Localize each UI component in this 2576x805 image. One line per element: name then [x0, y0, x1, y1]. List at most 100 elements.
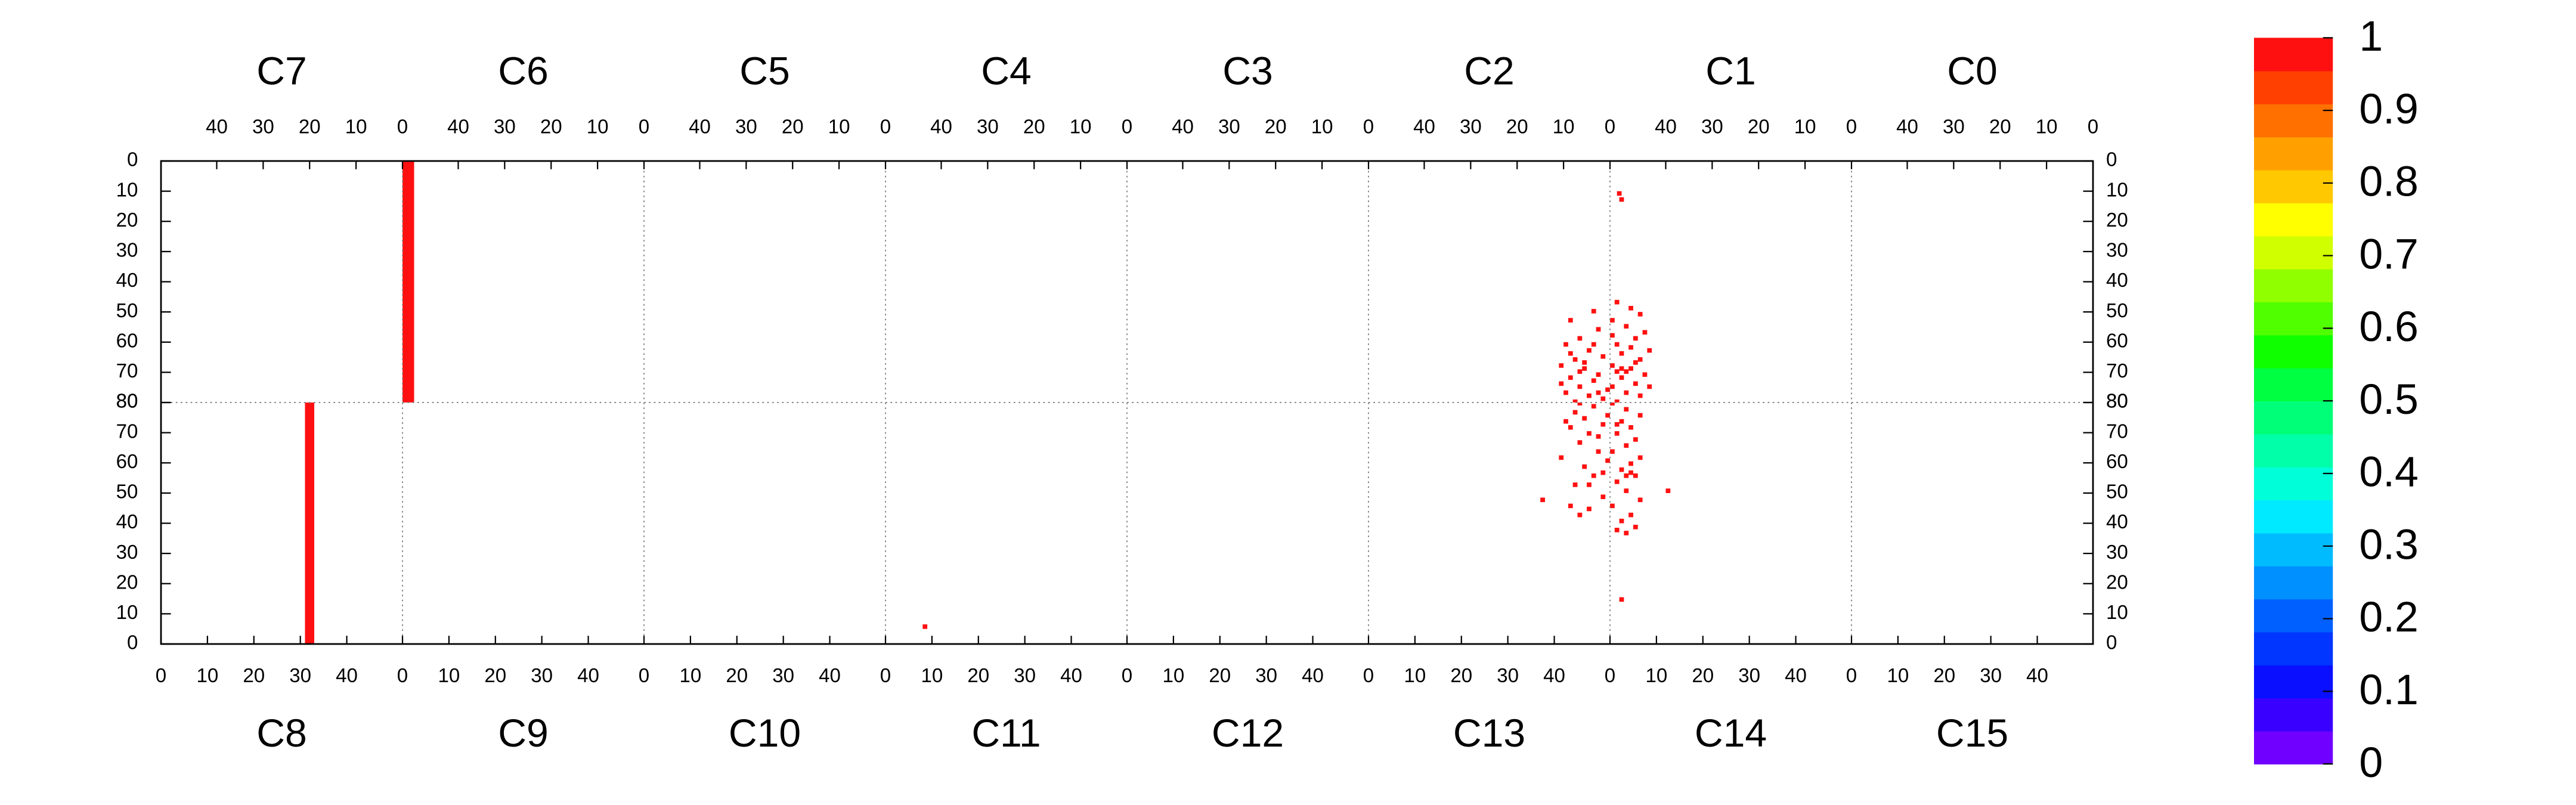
y-tick-label: 50: [116, 300, 138, 322]
x-tick-label: 0: [1363, 116, 1374, 138]
chamber-label: C2: [1464, 49, 1515, 93]
colorbar-band: [2254, 566, 2333, 600]
y-tick-label: 0: [127, 632, 138, 654]
heatmap-cell: [1628, 306, 1633, 311]
y-tick-label: 10: [2106, 179, 2128, 201]
x-tick-label: 0: [1605, 116, 1615, 138]
heatmap-cell: [1624, 407, 1629, 412]
x-tick-label: 30: [1460, 116, 1482, 138]
x-tick-label: 30: [289, 665, 311, 687]
heatmap-cell: [1637, 357, 1643, 362]
heatmap-cell: [1628, 461, 1633, 466]
heatmap-cell: [1568, 503, 1573, 509]
chamber-label: C6: [498, 49, 549, 93]
x-tick-label: 30: [252, 116, 274, 138]
heatmap-cell: [1614, 479, 1620, 484]
x-tick-label: 40: [447, 116, 469, 138]
x-tick-label: 10: [680, 665, 702, 687]
heatmap-cell: [1591, 473, 1596, 478]
y-tick-label: 80: [2106, 391, 2128, 413]
x-tick-label: 10: [2036, 116, 2058, 138]
heatmap-cell: [1637, 413, 1643, 418]
colorbar-band: [2254, 434, 2333, 467]
heatmap-cell: [1563, 342, 1568, 347]
heatmap-cell: [1633, 473, 1638, 478]
x-tick-label: 0: [1846, 116, 1857, 138]
x-tick-label: 30: [1701, 116, 1723, 138]
colorbar-band: [2254, 401, 2333, 435]
heatmap-cell: [1559, 363, 1564, 368]
heatmap-cell: [1605, 387, 1610, 392]
heatmap-cell: [1582, 360, 1587, 365]
x-tick-label: 20: [726, 665, 748, 687]
heatmap-cell: [1619, 419, 1624, 424]
heatmap-cell: [1633, 360, 1638, 365]
colorbar-label: 0.5: [2359, 376, 2419, 423]
heatmap-cell: [1591, 309, 1596, 314]
heatmap-cell: [1642, 372, 1648, 377]
heatmap-cell: [1637, 455, 1643, 460]
colorbar-label: 0: [2359, 739, 2383, 787]
colorbar-band: [2254, 599, 2333, 633]
colorbar-band: [2254, 631, 2333, 665]
y-tick-label: 0: [2106, 149, 2117, 171]
x-tick-label: 20: [1209, 665, 1231, 687]
x-tick-label: 10: [1404, 665, 1426, 687]
y-tick-label: 60: [116, 451, 138, 473]
chamber-label: C15: [1936, 711, 2008, 756]
y-tick-label: 80: [2106, 391, 2128, 413]
x-tick-label: 40: [336, 665, 358, 687]
chamber-label: C14: [1695, 711, 1767, 756]
heatmap-cell: [1633, 336, 1638, 341]
heatmap-cell: [1624, 473, 1629, 478]
heatmap-cell: [1637, 312, 1643, 317]
heatmap-cell: [1619, 597, 1624, 602]
heatmap-cell: [1624, 531, 1629, 535]
colorbar-label: 0.7: [2359, 230, 2419, 278]
heatmap-cell: [1619, 518, 1624, 524]
heatmap-cell: [1637, 497, 1643, 503]
heatmap-cell: [1568, 425, 1573, 430]
colorbar-label: 0.6: [2359, 303, 2419, 351]
x-tick-label: 20: [1692, 665, 1714, 687]
heatmap-cell: [1614, 399, 1620, 402]
heatmap-cell: [1619, 467, 1624, 472]
chamber-label: C3: [1222, 49, 1273, 93]
y-tick-label: 50: [2106, 300, 2128, 322]
heatmap-cell: [1582, 416, 1587, 421]
colorbar-band: [2254, 104, 2333, 138]
heatmap-cell: [1610, 402, 1615, 406]
heatmap-cell: [1614, 431, 1620, 436]
heatmap-cell: [1600, 396, 1606, 401]
x-tick-label: 20: [1265, 116, 1287, 138]
y-tick-label: 20: [2106, 209, 2128, 231]
heatmap-cell: [1617, 191, 1622, 196]
heatmap-cell: [1605, 458, 1610, 463]
heatmap-cell: [1633, 525, 1638, 530]
x-tick-label: 0: [397, 116, 408, 138]
heatmap-cell: [305, 402, 315, 644]
heatmap-cell: [1600, 470, 1606, 475]
y-tick-label: 80: [116, 391, 138, 413]
y-tick-label: 70: [116, 420, 138, 442]
heatmap-cell: [1628, 512, 1633, 518]
heatmap-cell: [1591, 342, 1596, 347]
x-tick-label: 40: [1413, 116, 1435, 138]
colorbar-band: [2254, 730, 2333, 764]
y-tick-label: 60: [2106, 451, 2128, 473]
x-tick-label: 20: [299, 116, 321, 138]
heatmap-cell: [1610, 384, 1615, 389]
x-tick-label: 30: [1980, 665, 2002, 687]
colorbar-band: [2254, 466, 2333, 501]
x-tick-label: 0: [880, 665, 891, 687]
x-tick-label: 40: [1172, 116, 1194, 138]
y-tick-label: 10: [116, 179, 138, 201]
heatmap-cell: [1596, 372, 1601, 377]
chamber-label: C4: [981, 49, 1032, 93]
y-tick-label: 30: [2106, 240, 2128, 262]
x-tick-label: 10: [1794, 116, 1816, 138]
colorbar-band: [2254, 203, 2333, 237]
colorbar-band: [2254, 367, 2333, 402]
